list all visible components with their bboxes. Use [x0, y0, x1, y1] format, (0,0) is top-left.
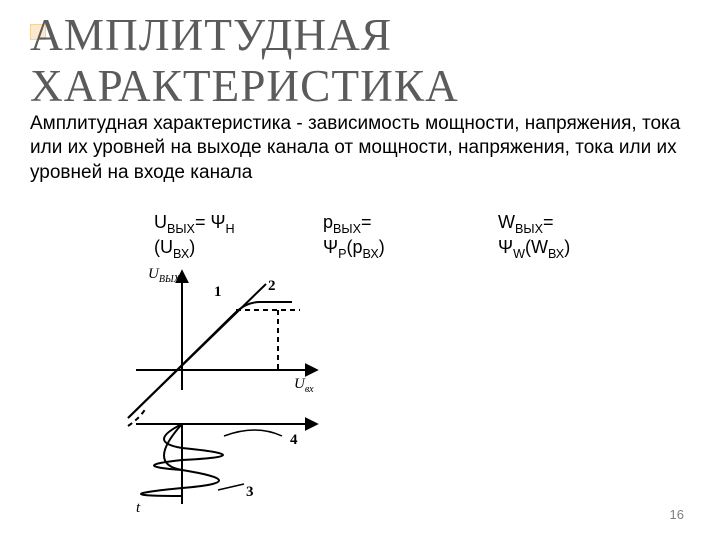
f-w2-sub: W [513, 247, 525, 261]
f-p-sub: ВЫХ [333, 222, 361, 236]
f-u-a: U [154, 212, 167, 232]
label-4: 4 [290, 432, 298, 448]
f-u2-a: (U [154, 237, 173, 257]
slide-title: АМПЛИТУДНАЯ ХАРАКТЕРИСТИКА [30, 10, 720, 112]
amplitude-diagram: UВЫХ Uвх t 1 2 3 4 [106, 260, 336, 514]
f-p2-a: Ψ [323, 237, 338, 257]
f-p-b: = [361, 212, 372, 232]
leader-3 [218, 484, 244, 490]
f-w2-c: ) [564, 237, 570, 257]
formula-p-line2: ΨP(pВХ) [323, 237, 385, 257]
label-t-axis: t [136, 500, 141, 514]
formula-w: WВЫХ= ΨW(WВХ) [498, 212, 668, 262]
leader-4 [224, 430, 282, 436]
f-w-b: = [543, 212, 554, 232]
label-y-axis: UВЫХ [148, 266, 181, 285]
formula-u-line1: UВЫХ= ΨН [154, 212, 235, 232]
f-p-a: p [323, 212, 333, 232]
f-p2-c: ) [379, 237, 385, 257]
formula-p: pВЫХ= ΨP(pВХ) [323, 212, 493, 262]
label-x-axis: Uвх [294, 376, 314, 395]
f-u-sub: ВЫХ [167, 222, 195, 236]
f-u-sub2: Н [226, 222, 235, 236]
label-1: 1 [214, 284, 222, 300]
f-p2-b: (p [346, 237, 362, 257]
f-w-a: W [498, 212, 515, 232]
body-paragraph: Амплитудная характеристика - зависимость… [30, 112, 690, 185]
formula-w-line1: WВЫХ= [498, 212, 553, 232]
f-u2-b: ) [189, 237, 195, 257]
formula-w-line2: ΨW(WВХ) [498, 237, 570, 257]
label-3: 3 [246, 484, 254, 500]
f-w-sub: ВЫХ [515, 222, 543, 236]
formula-p-line1: pВЫХ= [323, 212, 371, 232]
f-w2-sub2: ВХ [548, 247, 564, 261]
f-p2-sub2: ВХ [362, 247, 378, 261]
f-u-b: = Ψ [195, 212, 226, 232]
slide: АМПЛИТУДНАЯ ХАРАКТЕРИСТИКА Амплитудная х… [0, 0, 720, 540]
f-w2-a: Ψ [498, 237, 513, 257]
formula-u: UВЫХ= ΨН (UВХ) [154, 212, 318, 262]
curve-saturated [128, 302, 292, 418]
envelope-4 [154, 424, 223, 470]
page-number: 16 [670, 507, 684, 522]
f-p2-sub: P [338, 247, 346, 261]
formulas-row: UВЫХ= ΨН (UВХ) pВЫХ= ΨP(pВХ) WВЫХ= ΨW(WВ… [154, 212, 694, 262]
f-w2-b: (W [525, 237, 548, 257]
label-2: 2 [268, 278, 276, 294]
formula-u-line2: (UВХ) [154, 237, 195, 257]
